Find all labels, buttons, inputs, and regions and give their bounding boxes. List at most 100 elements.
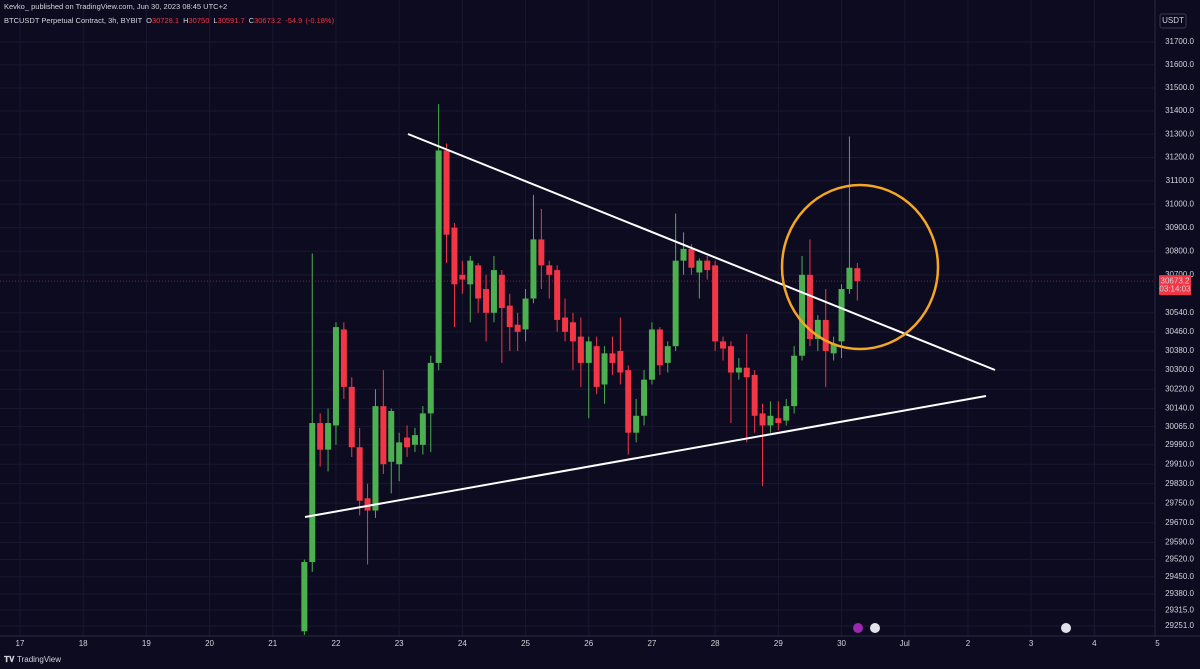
x-tick-label: 22 [332, 639, 341, 648]
y-tick-label: 29910.0 [1165, 459, 1194, 468]
candle-body [427, 362, 434, 414]
candle-body [364, 498, 371, 511]
y-tick-label: 30540.0 [1165, 308, 1194, 317]
candle-body [704, 260, 711, 271]
x-tick-label: 25 [521, 639, 530, 648]
x-tick-label: 3 [1029, 639, 1034, 648]
x-tick-label: 20 [205, 639, 214, 648]
x-tick-label: 26 [584, 639, 593, 648]
event-icon[interactable] [1061, 623, 1071, 633]
y-tick-label: 29750.0 [1165, 498, 1194, 507]
candle-body [838, 289, 845, 342]
candle-body [467, 260, 474, 285]
x-tick-label: 29 [774, 639, 783, 648]
candle-body [380, 406, 387, 465]
candle-body [783, 406, 790, 421]
y-tick-label: 31500.0 [1165, 83, 1194, 92]
x-tick-label: Jul [900, 639, 910, 648]
candle-body [814, 319, 821, 339]
candle-body [664, 346, 671, 363]
candle-body [459, 274, 466, 280]
candle-body [585, 341, 592, 363]
x-tick-label: 21 [268, 639, 277, 648]
event-icon[interactable] [870, 623, 880, 633]
candle-body [332, 327, 339, 426]
candle-body [743, 367, 750, 378]
x-tick-label: 23 [395, 639, 404, 648]
y-tick-label: 30460.0 [1165, 327, 1194, 336]
candle-body [372, 406, 379, 511]
y-tick-label: 29590.0 [1165, 537, 1194, 546]
legend-item: -54.9 [285, 16, 302, 25]
last-price-label: 30673.2 [1161, 276, 1190, 285]
candle-body [720, 341, 727, 349]
candle-body [672, 260, 679, 347]
candle-body [846, 267, 853, 290]
candle-body [609, 353, 616, 363]
event-icon[interactable] [853, 623, 863, 633]
candle-body [712, 265, 719, 342]
candle-body [601, 353, 608, 385]
x-tick-label: 19 [142, 639, 151, 648]
candle-body [822, 319, 829, 351]
candle-body [396, 442, 403, 465]
price-axis [1155, 0, 1200, 669]
x-tick-label: 24 [458, 639, 467, 648]
candle-body [317, 423, 324, 450]
y-tick-label: 29251.0 [1165, 621, 1194, 630]
legend-item: 30728.1 [152, 16, 179, 25]
candle-body [419, 413, 426, 445]
candle-body [411, 435, 418, 445]
y-tick-label: 31000.0 [1165, 199, 1194, 208]
candle-body [451, 227, 458, 285]
y-tick-label: 31700.0 [1165, 37, 1194, 46]
legend-item: 30750 [189, 16, 210, 25]
candle-body [514, 324, 521, 332]
candle-body [641, 379, 648, 416]
candle-body [498, 274, 505, 309]
legend-item: H [183, 16, 188, 25]
candle-body [696, 260, 703, 273]
candle-body [538, 239, 545, 266]
candle-body [562, 317, 569, 332]
legend-item: O [146, 16, 152, 25]
x-tick-label: 4 [1092, 639, 1097, 648]
y-tick-label: 30220.0 [1165, 384, 1194, 393]
currency-box [1159, 13, 1187, 29]
candle-body [830, 343, 837, 354]
x-tick-label: 17 [16, 639, 25, 648]
y-tick-label: 31100.0 [1166, 176, 1195, 185]
grid [0, 0, 1159, 636]
candle-body [688, 248, 695, 268]
candles [301, 104, 861, 636]
countdown-label: 03:14:03 [1159, 284, 1191, 293]
y-tick-label: 31600.0 [1165, 60, 1194, 69]
candle-body [791, 355, 798, 407]
x-tick-label: 30 [837, 639, 846, 648]
candle-body [806, 274, 813, 339]
y-tick-label: 31300.0 [1165, 129, 1194, 138]
candle-body [759, 413, 766, 426]
upper-trendline [407, 133, 996, 371]
candle-body [325, 423, 332, 450]
y-tick-label: 30380.0 [1165, 346, 1194, 355]
y-tick-label: 29520.0 [1165, 555, 1194, 564]
legend-item: 30591.7 [218, 16, 245, 25]
candle-body [435, 150, 442, 363]
candle-body [775, 418, 782, 424]
candle-body [404, 437, 411, 448]
publisher: Kevko_ published on TradingView.com, Jun… [4, 2, 227, 11]
legend-item: L [213, 16, 217, 25]
symbol-legend: BTCUSDT Perpetual Contract, 3h, BYBIT O30… [4, 16, 335, 25]
candle-body [767, 415, 774, 426]
legend-item: C [249, 16, 255, 25]
y-tick-label: 29315.0 [1165, 605, 1194, 614]
y-tick-label: 29450.0 [1165, 572, 1194, 581]
candle-body [727, 346, 734, 373]
candle-body [656, 329, 663, 366]
candle-body [569, 322, 576, 342]
y-tick-label: 30140.0 [1165, 404, 1194, 413]
logo-mark: 𝐓𝐕 [4, 655, 15, 664]
candle-body [506, 305, 513, 328]
